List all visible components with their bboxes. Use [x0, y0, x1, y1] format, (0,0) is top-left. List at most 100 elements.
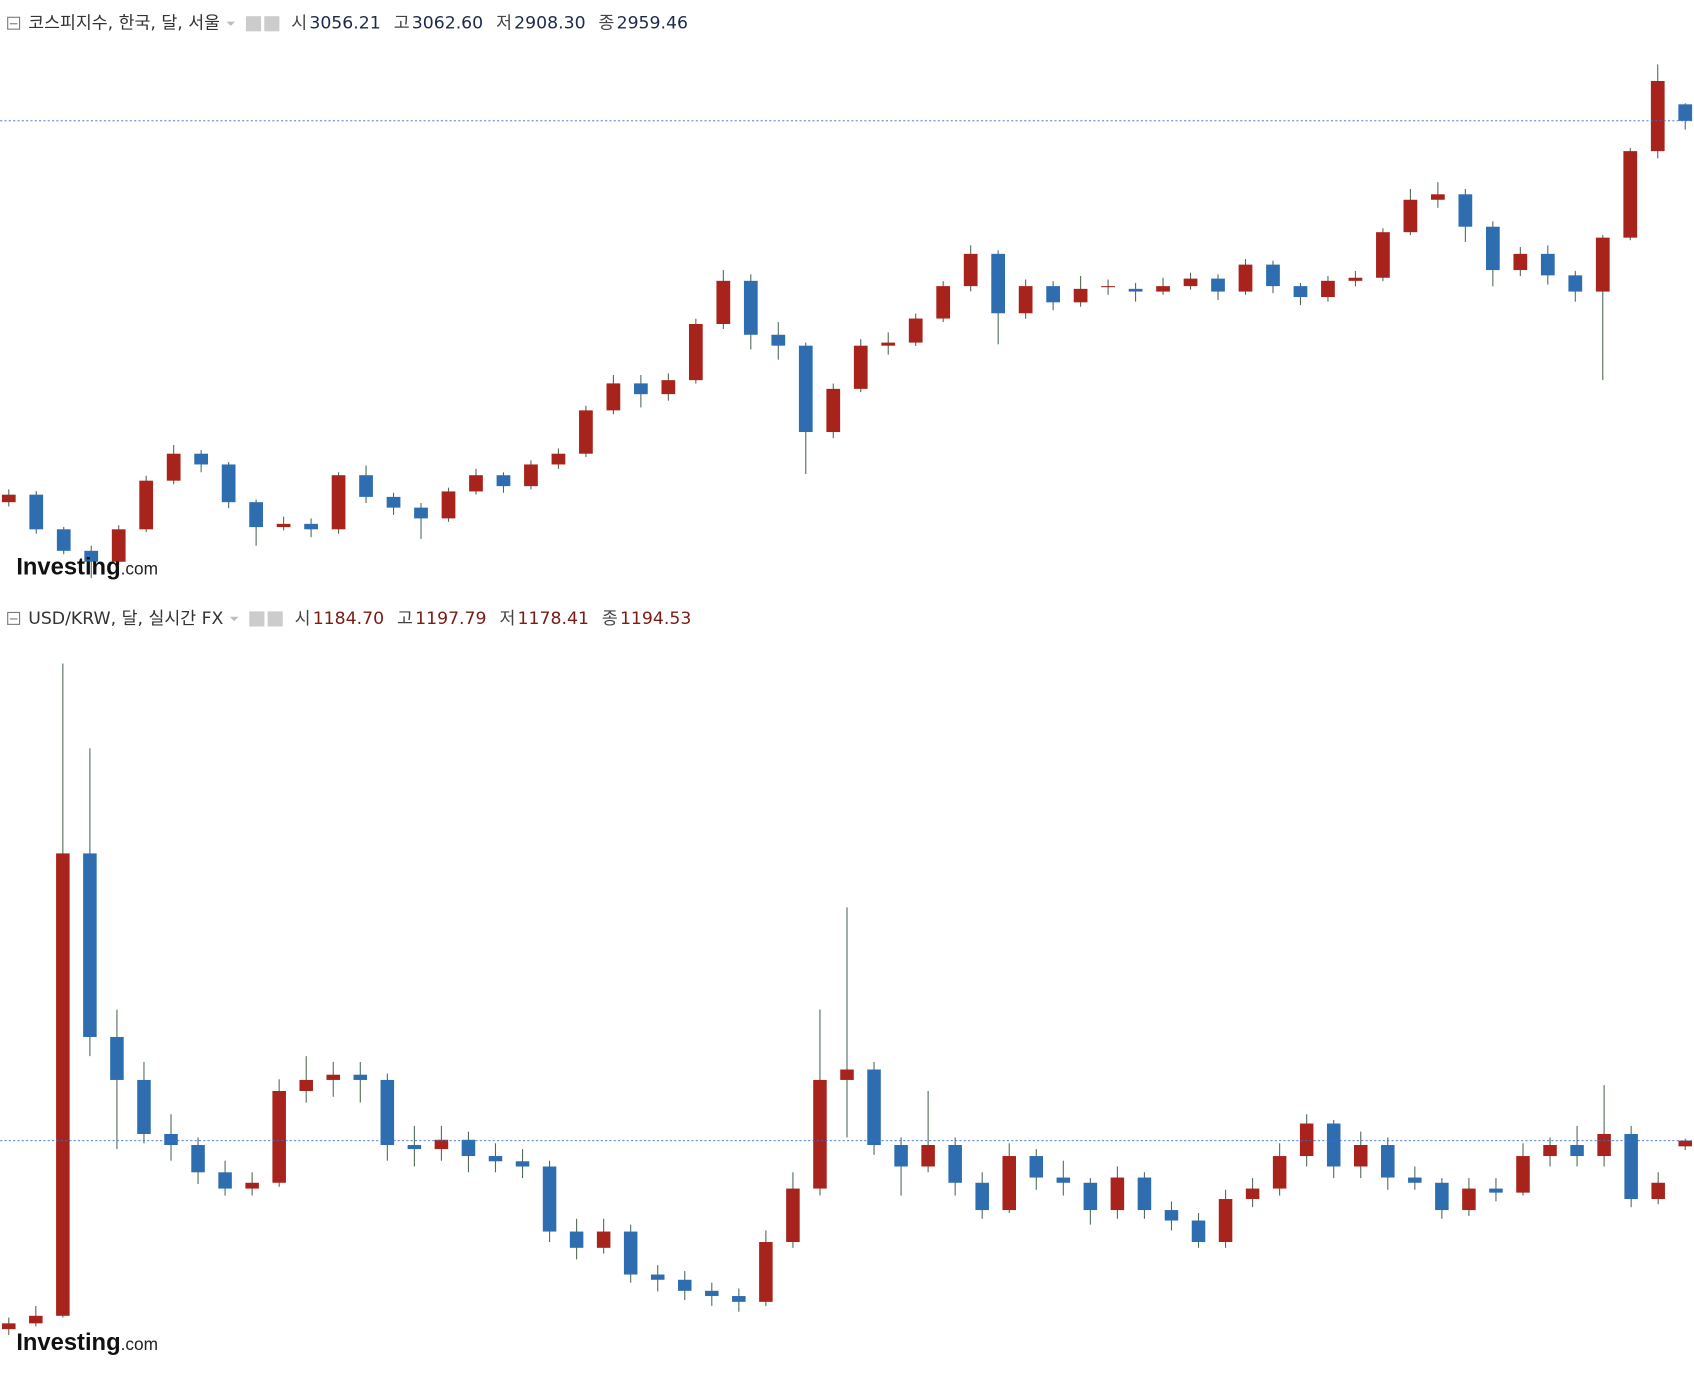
- candle-body: [936, 286, 951, 319]
- chart-header: USD/KRW, 달, 실시간 FX 시 1184.70 고 1197.79 저 1178.…: [7, 609, 691, 629]
- candle-body: [1595, 237, 1610, 292]
- candles: [2, 663, 1692, 1335]
- candle-body: [1266, 264, 1280, 287]
- candle-body: [1056, 1177, 1071, 1183]
- candle-body: [1381, 1145, 1395, 1178]
- candle-body: [1458, 194, 1473, 227]
- candle-body: [1110, 1177, 1125, 1211]
- candle-body: [881, 342, 896, 346]
- candle-body: [853, 345, 868, 389]
- candle-body: [771, 334, 786, 346]
- candle-body: [304, 523, 318, 530]
- dropdown-arrow[interactable]: [229, 616, 239, 622]
- candle-body: [840, 1069, 854, 1080]
- candle-body: [1191, 1220, 1206, 1243]
- candle-body: [1156, 286, 1170, 292]
- candle-body: [1353, 1145, 1368, 1167]
- candle-body: [596, 1231, 611, 1248]
- chart-header: 코스피지수, 한국, 달, 서울 시 3056.21 고 3062.60 저 2908.30…: [7, 14, 688, 34]
- chart-title: 코스피지수, 한국, 달, 서울: [28, 14, 220, 34]
- candle-body: [84, 550, 99, 562]
- candle-body: [1164, 1210, 1179, 1221]
- candle-body: [623, 1231, 638, 1275]
- candle-body: [786, 1188, 800, 1243]
- candle-body: [359, 475, 373, 497]
- candle-body: [272, 1090, 286, 1183]
- watermark: Investing.com: [16, 554, 158, 581]
- watermark-brand: Investing: [16, 1329, 120, 1356]
- candle-body: [194, 453, 209, 465]
- candle-body: [743, 280, 758, 335]
- candle-body: [139, 480, 154, 530]
- candle-body: [1348, 277, 1363, 281]
- dropdown-arrow[interactable]: [226, 21, 236, 26]
- visibility-icon[interactable]: [249, 611, 265, 627]
- candle-body: [407, 1145, 422, 1150]
- candle-body: [386, 496, 401, 508]
- candle-body: [1218, 1199, 1233, 1243]
- candle-body: [1211, 278, 1225, 292]
- candle-body: [1083, 1182, 1098, 1211]
- ohlc-value: 2908.30: [514, 14, 585, 34]
- candle-body: [716, 280, 731, 325]
- candle-body: [515, 1161, 530, 1167]
- candle-body: [414, 507, 428, 519]
- ohlc-value: 3062.60: [412, 14, 483, 34]
- candle-body: [1321, 280, 1335, 298]
- candle-body: [579, 410, 593, 454]
- ohlc-key: 종: [599, 14, 615, 34]
- candle-body: [759, 1242, 773, 1302]
- candle-body: [434, 1139, 449, 1150]
- candle-body: [166, 453, 181, 481]
- candle-body: [326, 1074, 341, 1080]
- candle-body: [948, 1145, 962, 1183]
- candle-body: [688, 324, 703, 381]
- chart-title: USD/KRW, 달, 실시간 FX: [28, 609, 223, 629]
- candle-body: [1543, 1145, 1557, 1157]
- settings-icon[interactable]: [264, 16, 280, 32]
- candle-body: [56, 853, 70, 1316]
- collapse-icon[interactable]: [7, 611, 21, 625]
- candle-body: [1489, 1188, 1503, 1193]
- watermark-suffix: .com: [121, 559, 158, 579]
- candle-body: [1029, 1156, 1044, 1178]
- candle-body: [921, 1145, 935, 1167]
- ohlc-key: 저: [496, 14, 512, 34]
- candle-body: [221, 464, 236, 503]
- candle-body: [705, 1290, 719, 1297]
- candle-body: [1293, 286, 1308, 298]
- candle-body: [1650, 80, 1665, 152]
- candle-body: [634, 383, 648, 395]
- candle-body: [1299, 1123, 1314, 1157]
- candle-body: [1678, 104, 1693, 121]
- candle-body: [1128, 288, 1143, 292]
- collapse-icon[interactable]: [7, 16, 21, 30]
- candle-body: [1073, 288, 1088, 303]
- candle-body: [496, 475, 511, 487]
- candle-body: [813, 1079, 827, 1189]
- candle-body: [1, 494, 16, 503]
- candle-body: [1376, 232, 1390, 278]
- ohlc-value: 1194.53: [620, 609, 691, 629]
- candle-body: [380, 1079, 395, 1146]
- candle-body: [524, 464, 538, 487]
- candle-body: [1651, 1182, 1665, 1200]
- candle-body: [1516, 1156, 1530, 1193]
- candle-body: [111, 529, 126, 562]
- candle-body: [1101, 286, 1115, 288]
- candle-body: [299, 1079, 313, 1091]
- candle-body: [1623, 151, 1638, 238]
- candle-body: [1678, 1140, 1692, 1147]
- watermark-brand: Investing: [16, 554, 120, 581]
- settings-icon[interactable]: [267, 611, 283, 627]
- candle-body: [1540, 253, 1555, 276]
- candle-body: [678, 1279, 692, 1291]
- candle-body: [110, 1036, 124, 1080]
- candle-body: [1326, 1123, 1341, 1167]
- ohlc-key: 시: [295, 609, 311, 629]
- candles: [1, 64, 1693, 579]
- visibility-icon[interactable]: [245, 16, 262, 32]
- candle-body: [1272, 1156, 1287, 1189]
- candle-body: [56, 529, 71, 551]
